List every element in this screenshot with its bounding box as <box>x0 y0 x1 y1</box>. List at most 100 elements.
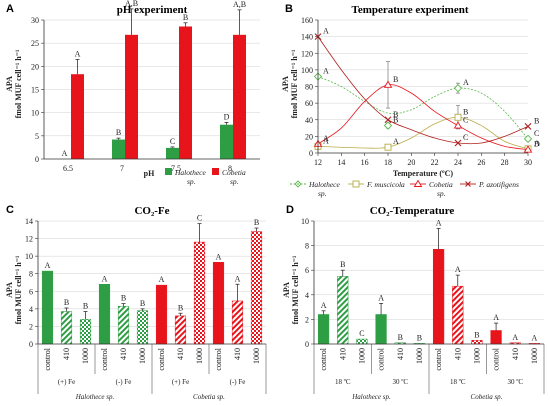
significance-letter: A,B <box>125 0 138 8</box>
significance-letter: A <box>235 274 241 283</box>
bar <box>98 284 111 345</box>
x-tick-label: 1000 <box>138 348 147 364</box>
y-tick-label: 8 <box>305 242 309 251</box>
bar <box>471 340 483 345</box>
organism-label: Cobetia sp. <box>471 393 503 401</box>
legend-label-cobetia: Cobetia <box>222 168 246 177</box>
significance-letter: B <box>140 299 145 308</box>
y-axis-label: APA <box>5 76 14 92</box>
significance-letter: D <box>224 112 230 121</box>
group-label: 30 ºC <box>507 378 523 386</box>
significance-letter: A <box>323 136 329 145</box>
chart-title: CO₂-Temperature <box>370 205 455 217</box>
y-tick-label: 80 <box>305 83 313 92</box>
significance-letter: A <box>512 333 518 342</box>
x-tick-label: 410 <box>338 348 347 360</box>
series-line <box>317 116 529 150</box>
x-tick-label: 410 <box>453 348 462 360</box>
x-tick-label: 6.5 <box>63 164 73 173</box>
x-tick-label: 410 <box>396 348 405 360</box>
x-tick-label: 8 <box>228 164 232 173</box>
bar <box>79 319 92 345</box>
significance-letter: B <box>463 107 468 116</box>
legend-label-cobetia-sp: sp. <box>437 189 446 198</box>
significance-letter: A <box>321 301 327 310</box>
bar <box>212 262 225 345</box>
x-tick-label: 1000 <box>472 348 481 364</box>
bar <box>432 249 445 345</box>
diamond-marker-icon <box>294 180 302 188</box>
bar <box>193 241 206 345</box>
x-tick-label: 1000 <box>357 348 366 364</box>
significance-letter: A <box>323 67 329 76</box>
group-label: 18 ºC <box>450 378 466 386</box>
significance-letter: A <box>493 313 499 322</box>
data-point <box>524 123 532 130</box>
significance-letter: C <box>359 329 364 338</box>
triangle-marker-icon <box>413 179 423 187</box>
y-tick-label: 14 <box>25 217 33 226</box>
y-axis-unit: fmol MUF cell⁻¹ h⁻¹ <box>291 255 300 324</box>
y-tick-label: 12 <box>25 235 33 244</box>
data-point <box>454 139 462 147</box>
panel-c-co2-fe: C CO₂-Fe APA fmol MUF cell⁻¹ h⁻¹ A B B A B B A… <box>5 204 267 401</box>
x-tick-label: 14 <box>337 158 345 167</box>
chart-title: Temperature experiment <box>352 4 469 16</box>
significance-letter: A <box>532 333 538 342</box>
legend-label-p-azotifigens: P. azotifigens <box>478 180 519 189</box>
significance-letter: A <box>534 139 540 148</box>
significance-letter: B <box>64 298 69 307</box>
x-tick-label: control <box>43 347 52 370</box>
y-tick-label: 20 <box>305 132 313 141</box>
x-tick-label: control <box>319 347 328 370</box>
x-tick-label: control <box>100 347 109 370</box>
legend-label-halothece: Halothece <box>308 180 340 189</box>
significance-letter: B <box>393 116 398 125</box>
chart-title: pH experiment <box>117 4 188 16</box>
x-tick-label: 7 <box>120 164 124 173</box>
x-tick-label: 1000 <box>415 348 424 364</box>
legend-label-halothece-sp: sp. <box>318 189 327 198</box>
significance-letter: B <box>534 116 539 125</box>
bar <box>179 26 192 160</box>
y-tick-label: 2 <box>305 315 309 324</box>
y-tick-label: 60 <box>305 99 313 108</box>
panel-letter-b: B <box>285 3 293 15</box>
bar <box>60 311 73 345</box>
series-line <box>317 36 529 145</box>
significance-letter: A <box>45 261 51 270</box>
significance-letter: B <box>83 301 88 310</box>
legend-entry-p-azotifigens: P. azotifigens <box>460 180 519 189</box>
significance-letter: B <box>340 260 345 269</box>
significance-letter: A <box>436 218 442 227</box>
y-tick-label: 0 <box>309 149 313 158</box>
x-tick-label: 7.5 <box>171 164 181 173</box>
legend: Halothece sp. Cobetia sp. <box>165 168 246 186</box>
significance-letter: B <box>121 294 126 303</box>
significance-letter: A <box>323 134 329 143</box>
significance-letter: A <box>378 293 384 302</box>
data-point <box>523 145 533 153</box>
y-tick-label: 30 <box>31 16 39 25</box>
panel-letter-a: A <box>6 3 14 15</box>
x-tick-label: control <box>377 347 386 370</box>
x-tick-label: 1000 <box>252 348 261 364</box>
bar <box>136 310 149 345</box>
cross-marker-icon <box>465 181 471 187</box>
y-axis-label: APA <box>5 282 14 298</box>
x-axis-label: Temperature (ºC) <box>393 169 454 178</box>
legend-label-cobetia-sp: sp. <box>230 177 239 186</box>
x-tick-label: 30 <box>524 158 532 167</box>
organism-label: Halothece sp. <box>75 393 115 401</box>
significance-letter: C <box>534 129 539 138</box>
y-tick-label: 4 <box>29 305 33 314</box>
significance-letter: D <box>534 140 540 149</box>
bar <box>452 285 464 345</box>
y-axis-unit: fmol MUF cell⁻¹ h⁻¹ <box>14 255 23 324</box>
x-tick-label: 1000 <box>530 348 539 364</box>
panel-b-temperature-experiment: B Temperature experiment APA fmol MUF ce… <box>281 3 540 198</box>
data-point <box>453 121 463 129</box>
x-tick-label: 410 <box>176 348 185 360</box>
x-tick-label: control <box>492 347 501 370</box>
